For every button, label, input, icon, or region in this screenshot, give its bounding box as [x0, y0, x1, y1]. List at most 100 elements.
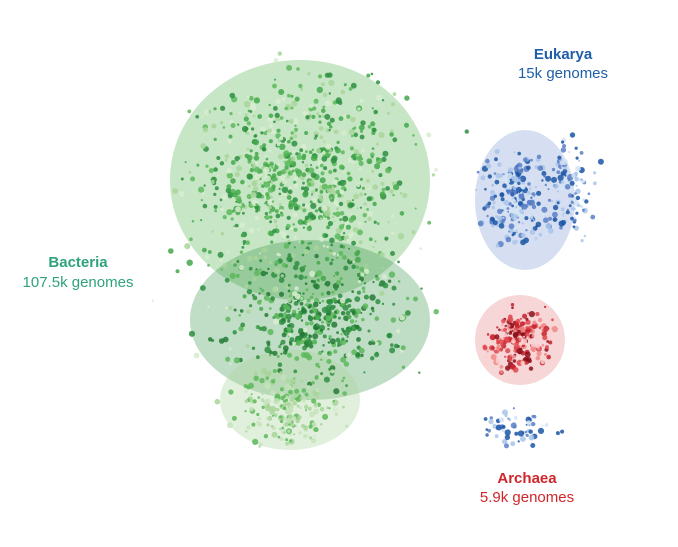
point — [295, 152, 299, 156]
point — [511, 206, 517, 211]
point — [552, 204, 559, 211]
point — [272, 228, 277, 234]
point — [537, 347, 540, 351]
point — [273, 78, 277, 81]
point — [292, 197, 298, 203]
point — [543, 305, 547, 309]
point — [494, 228, 496, 231]
point — [287, 283, 291, 287]
point — [544, 423, 549, 427]
point — [307, 395, 312, 400]
point — [289, 342, 293, 346]
point — [302, 292, 305, 295]
point — [308, 150, 313, 154]
point — [313, 245, 320, 251]
point — [307, 242, 310, 245]
point — [494, 434, 499, 439]
point — [319, 163, 324, 168]
point — [270, 296, 276, 301]
point — [191, 220, 195, 223]
point — [348, 87, 353, 91]
point — [311, 114, 316, 119]
point — [381, 99, 385, 102]
point — [246, 425, 251, 430]
point — [275, 213, 281, 219]
point — [257, 114, 263, 119]
point — [530, 443, 536, 448]
point — [321, 108, 326, 113]
point — [494, 184, 500, 189]
point — [336, 331, 339, 334]
point — [264, 313, 269, 317]
point — [226, 184, 232, 190]
point — [259, 299, 262, 302]
point — [464, 129, 469, 134]
point — [529, 214, 534, 219]
point — [229, 272, 236, 279]
point — [294, 286, 299, 291]
point — [333, 388, 340, 395]
group-name: Eukarya — [534, 46, 593, 63]
point — [256, 355, 260, 360]
point — [340, 150, 345, 155]
point — [385, 167, 392, 174]
point — [274, 112, 280, 118]
point — [232, 330, 237, 335]
point — [494, 179, 500, 185]
point — [304, 404, 309, 410]
point — [266, 423, 270, 427]
point — [253, 269, 261, 276]
point — [285, 223, 291, 229]
point — [302, 181, 305, 185]
point — [547, 228, 554, 234]
point — [200, 219, 203, 222]
point — [277, 362, 283, 368]
point — [246, 154, 253, 161]
point — [387, 221, 390, 224]
point — [396, 344, 400, 348]
point — [272, 369, 277, 373]
point — [573, 218, 577, 222]
point — [384, 236, 389, 241]
point — [254, 134, 258, 138]
point — [261, 326, 267, 332]
point — [545, 334, 552, 341]
point — [271, 286, 278, 293]
point — [220, 268, 223, 271]
point — [263, 166, 270, 173]
point — [563, 166, 567, 170]
point — [530, 158, 533, 162]
point — [355, 324, 360, 329]
point — [303, 328, 308, 333]
point — [196, 163, 200, 167]
point — [535, 336, 540, 341]
point — [543, 217, 549, 223]
point — [414, 143, 418, 146]
point — [517, 201, 523, 206]
point — [366, 179, 370, 183]
point — [370, 155, 374, 159]
point — [577, 203, 581, 208]
point — [352, 199, 355, 202]
point — [319, 236, 325, 242]
point — [251, 127, 255, 131]
point — [273, 219, 278, 224]
point — [501, 210, 508, 217]
point — [512, 331, 519, 338]
point — [251, 422, 256, 427]
point — [324, 280, 331, 287]
point — [505, 348, 511, 354]
point — [270, 129, 276, 135]
point — [560, 147, 567, 153]
point — [537, 427, 545, 434]
point — [337, 193, 342, 198]
point — [300, 297, 303, 300]
point — [310, 164, 312, 166]
point — [361, 148, 365, 153]
point — [264, 346, 271, 353]
point — [345, 424, 349, 428]
point — [502, 174, 506, 178]
point — [314, 402, 318, 407]
point — [306, 222, 310, 226]
